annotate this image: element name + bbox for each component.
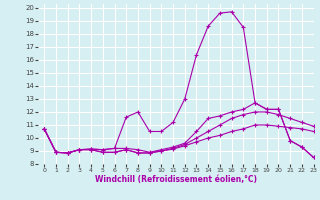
X-axis label: Windchill (Refroidissement éolien,°C): Windchill (Refroidissement éolien,°C): [95, 175, 257, 184]
